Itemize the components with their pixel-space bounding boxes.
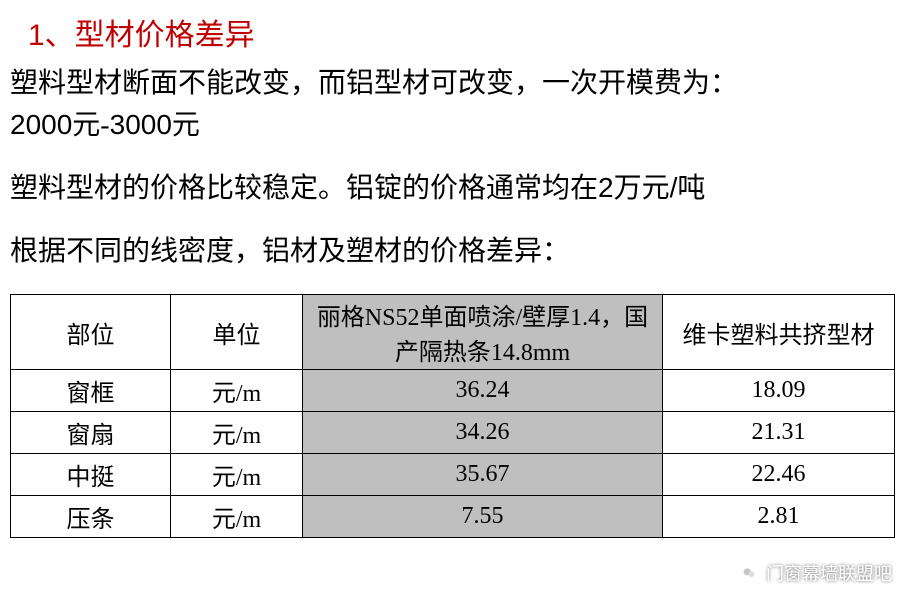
cell: 21.31 bbox=[663, 412, 895, 454]
paragraph-2: 塑料型材的价格比较稳定。铝锭的价格通常均在2万元/吨 bbox=[0, 166, 904, 212]
cell: 元/m bbox=[171, 454, 303, 496]
cell: 34.26 bbox=[303, 412, 663, 454]
cell: 36.24 bbox=[303, 370, 663, 412]
p2-c: 吨 bbox=[677, 173, 705, 204]
p1-end: 元 bbox=[172, 110, 200, 141]
price-table: 部位 单位 丽格NS52单面喷涂/壁厚1.4，国产隔热条14.8mm 维卡塑料共… bbox=[10, 294, 895, 538]
cell: 35.67 bbox=[303, 454, 663, 496]
table-row: 窗扇 元/m 34.26 21.31 bbox=[11, 412, 895, 454]
p1-num1: 2000 bbox=[10, 109, 72, 140]
paragraph-3: 根据不同的线密度，铝材及塑材的价格差异： bbox=[0, 230, 904, 275]
p2-a: 塑料型材的价格比较稳定。铝锭的价格通常均在 bbox=[10, 173, 598, 204]
cell: 7.55 bbox=[303, 496, 663, 538]
cell: 窗框 bbox=[11, 370, 171, 412]
wechat-icon bbox=[738, 562, 760, 584]
table-row: 窗框 元/m 36.24 18.09 bbox=[11, 370, 895, 412]
p1-num2: 3000 bbox=[110, 109, 172, 140]
th-1: 单位 bbox=[171, 295, 303, 370]
cell: 元/m bbox=[171, 496, 303, 538]
cell: 18.09 bbox=[663, 370, 895, 412]
table-row: 中挺 元/m 35.67 22.46 bbox=[11, 454, 895, 496]
cell: 压条 bbox=[11, 496, 171, 538]
table-body: 窗框 元/m 36.24 18.09 窗扇 元/m 34.26 21.31 中挺… bbox=[11, 370, 895, 538]
th-2: 丽格NS52单面喷涂/壁厚1.4，国产隔热条14.8mm bbox=[303, 295, 663, 370]
watermark-text: 门窗幕墙联盟吧 bbox=[766, 560, 892, 586]
paragraph-1: 塑料型材断面不能改变，而铝型材可改变，一次开模费为： 2000元-3000元 bbox=[0, 62, 904, 148]
p1-mid: 元- bbox=[72, 110, 109, 141]
cell: 22.46 bbox=[663, 454, 895, 496]
cell: 元/m bbox=[171, 412, 303, 454]
watermark: 门窗幕墙联盟吧 bbox=[738, 560, 892, 586]
p2-num: 2 bbox=[598, 172, 614, 203]
cell: 窗扇 bbox=[11, 412, 171, 454]
p2-b: 万元 bbox=[614, 173, 670, 204]
cell: 元/m bbox=[171, 370, 303, 412]
table-row: 压条 元/m 7.55 2.81 bbox=[11, 496, 895, 538]
section-heading: 1、型材价格差异 bbox=[0, 0, 904, 58]
p3-text: 根据不同的线密度，铝材及塑材的价格差异： bbox=[10, 236, 570, 267]
th-0: 部位 bbox=[11, 295, 171, 370]
p1-line1: 塑料型材断面不能改变，而铝型材可改变，一次开模费为： bbox=[10, 68, 738, 99]
cell: 中挺 bbox=[11, 454, 171, 496]
th-3: 维卡塑料共挤型材 bbox=[663, 295, 895, 370]
table-header-row: 部位 单位 丽格NS52单面喷涂/壁厚1.4，国产隔热条14.8mm 维卡塑料共… bbox=[11, 295, 895, 370]
cell: 2.81 bbox=[663, 496, 895, 538]
